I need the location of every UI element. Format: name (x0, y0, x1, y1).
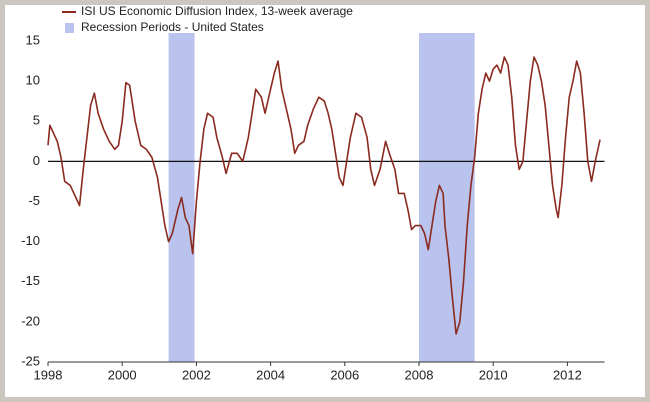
y-tick-label: -10 (21, 233, 40, 248)
recession-band (419, 33, 475, 362)
y-tick-label: 5 (33, 113, 40, 128)
y-tick-label: 0 (33, 153, 40, 168)
x-tick-label: 1998 (34, 367, 63, 382)
y-tick-label: -15 (21, 273, 40, 288)
legend-label: ISI US Economic Diffusion Index, 13-week… (81, 4, 353, 18)
x-tick-label: 2002 (182, 367, 211, 382)
x-tick-label: 2006 (330, 367, 359, 382)
x-tick-label: 2004 (256, 367, 285, 382)
x-tick-label: 2008 (405, 367, 434, 382)
data-line (47, 56, 601, 335)
x-tick-label: 2000 (108, 367, 137, 382)
legend-swatch (65, 23, 74, 33)
x-tick-label: 2010 (479, 367, 508, 382)
legend-label: Recession Periods - United States (81, 20, 264, 34)
y-tick-label: 10 (26, 73, 40, 88)
y-tick-label: -20 (21, 313, 40, 328)
y-tick-label: 15 (26, 32, 40, 47)
plot-background (5, 5, 645, 397)
x-tick-label: 2012 (553, 367, 582, 382)
y-tick-label: -25 (21, 353, 40, 368)
y-tick-label: -5 (28, 193, 40, 208)
